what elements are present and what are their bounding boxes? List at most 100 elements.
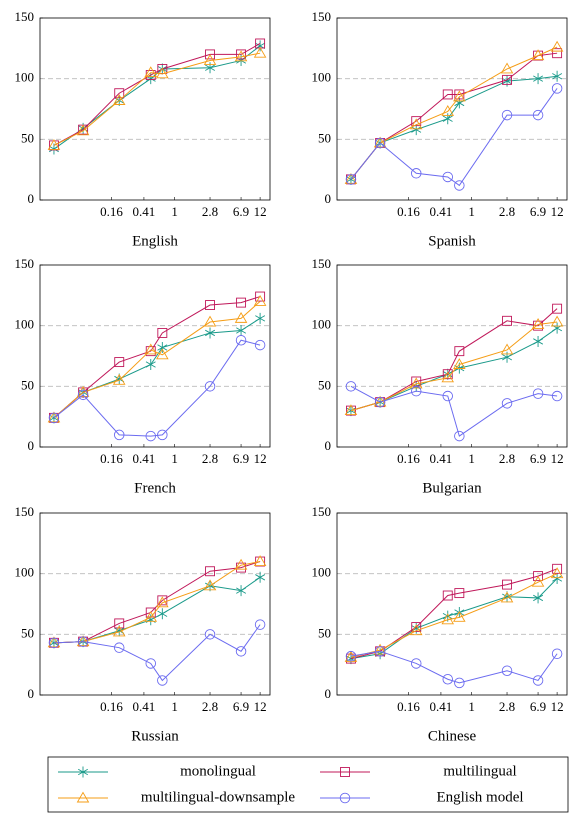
marker [454,677,465,689]
marker [156,348,169,360]
marker [409,624,423,636]
x-axis-label: Chinese [428,728,477,744]
x-tick-label: 12 [254,204,267,219]
marker [531,575,545,587]
marker [551,83,563,94]
legend-label: multilingual-downsample [141,789,295,805]
x-tick-label: 1 [171,204,178,219]
y-tick-label: 150 [312,504,332,519]
marker [114,618,125,629]
marker [77,636,89,647]
series-line [53,296,261,419]
marker [47,411,61,423]
marker [48,412,60,424]
marker [454,180,465,191]
x-tick-label: 1 [468,204,475,219]
marker [235,334,247,346]
marker [454,430,465,442]
x-tick-label: 12 [551,204,564,219]
y-tick-label: 0 [325,686,332,701]
y-tick-label: 100 [312,565,332,580]
x-tick-label: 0.16 [397,204,420,219]
marker [144,610,158,622]
marker [254,339,266,351]
marker [552,563,563,574]
y-tick-label: 150 [15,256,35,271]
x-tick-label: 2.8 [499,451,515,466]
marker [254,619,266,630]
marker [441,613,455,625]
marker [145,658,157,669]
marker [454,346,465,357]
marker [502,579,512,590]
y-tick-label: 150 [15,9,35,24]
marker [236,325,247,337]
marker [49,140,59,151]
x-tick-label: 6.9 [233,204,249,219]
plot-frame [336,264,568,448]
y-tick-label: 50 [21,130,34,145]
marker [112,94,126,105]
x-tick-label: 0.41 [430,699,453,714]
x-tick-label: 1 [468,451,475,466]
marker [204,381,216,392]
marker [144,66,158,78]
marker [76,386,90,397]
x-tick-label: 12 [551,699,564,714]
marker [552,573,563,585]
marker [453,358,466,369]
y-tick-label: 150 [15,504,35,519]
plot-frame [336,17,568,201]
marker [409,377,423,389]
series-line [350,52,558,180]
marker [442,590,453,601]
marker [552,48,563,59]
legend-box [47,756,569,813]
marker [374,137,386,149]
marker [411,622,422,633]
series-line [53,301,261,419]
marker [205,49,215,60]
marker [205,566,215,577]
x-tick-label: 6.9 [233,699,249,714]
marker [114,88,125,99]
marker [77,389,89,401]
marker [156,596,169,608]
marker [112,625,126,637]
marker [156,67,169,79]
x-tick-label: 6.9 [530,699,546,714]
marker [145,430,157,442]
x-tick-label: 6.9 [530,204,546,219]
legend-label: English model [436,789,523,805]
marker [501,398,513,409]
marker [453,610,466,622]
marker [501,109,513,121]
x-tick-label: 12 [254,699,267,714]
marker [532,109,544,121]
series-line [53,339,261,437]
marker [345,650,357,662]
marker [344,404,358,416]
x-axis-label: English [132,233,178,249]
y-tick-label: 0 [28,438,35,453]
y-tick-label: 100 [312,70,332,85]
y-tick-label: 50 [318,130,331,145]
x-tick-label: 2.8 [499,204,515,219]
x-axis-label: French [134,480,176,496]
x-tick-label: 2.8 [499,699,515,714]
marker [533,571,544,582]
marker [453,90,466,102]
marker [410,385,422,397]
plot-frame [39,264,271,448]
x-tick-label: 0.41 [133,204,156,219]
x-tick-label: 6.9 [233,451,249,466]
marker [346,405,356,416]
marker [502,315,512,326]
x-tick-label: 2.8 [202,451,218,466]
x-tick-label: 1 [171,699,178,714]
marker [255,556,266,567]
series-line [350,46,558,180]
marker [442,673,454,685]
plot-frame [39,512,271,696]
marker [145,346,156,357]
